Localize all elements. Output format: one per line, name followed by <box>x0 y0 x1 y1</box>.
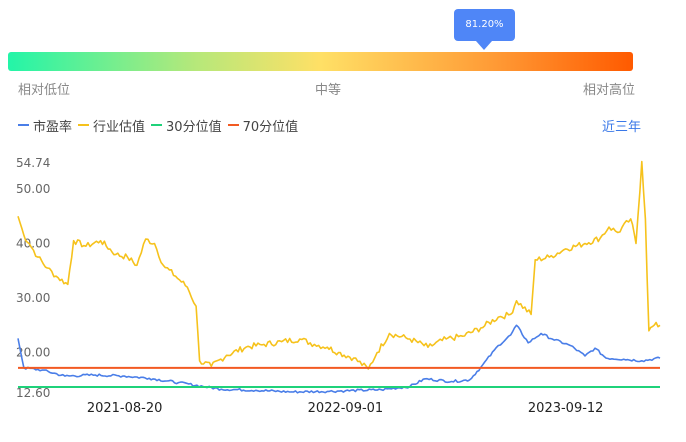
legend-label-p30: 30分位值 <box>166 119 222 135</box>
series-line-industry <box>17 160 661 370</box>
y-tick-label: 20.00 <box>16 346 50 360</box>
x-tick-label: 2021-08-20 <box>87 401 163 416</box>
legend-swatch-p70 <box>227 124 239 126</box>
y-tick-label: 54.74 <box>16 156 50 170</box>
y-tick-label: 30.00 <box>16 291 50 305</box>
legend-item-pe[interactable]: 市盈率 <box>18 116 72 135</box>
legend-item-p30[interactable]: 30分位值 <box>151 116 222 135</box>
percentile-gradient-bar <box>8 52 633 71</box>
x-tick-label: 2022-09-01 <box>308 401 384 416</box>
legend-swatch-industry <box>78 124 90 126</box>
y-tick-label: 40.00 <box>16 236 50 250</box>
legend-item-p70[interactable]: 70分位值 <box>227 116 299 135</box>
series-line-pe <box>17 324 661 394</box>
legend-label-p70: 70分位值 <box>242 119 299 135</box>
y-tick-label: 12.60 <box>16 386 50 400</box>
percentile-value: 81.20% <box>465 18 504 30</box>
x-tick-label: 2023-09-12 <box>528 401 604 416</box>
legend-label-pe: 市盈率 <box>33 119 73 135</box>
legend-label-industry: 行业估值 <box>93 119 146 135</box>
chart-legend: 市盈率 行业估值 30分位值 70分位值 <box>18 116 304 135</box>
y-tick-label: 50.00 <box>16 182 50 196</box>
range-selector-3y[interactable]: 近三年 <box>601 120 641 135</box>
legend-swatch-p30 <box>151 124 163 126</box>
scale-label-low: 相对低位 <box>18 83 71 98</box>
legend-item-industry[interactable]: 行业估值 <box>78 116 145 135</box>
pe-line-chart: 54.74 50.00 40.00 30.00 20.00 12.60 2021-08-20… <box>16 156 661 416</box>
percentile-tooltip: 81.20% <box>454 9 515 50</box>
legend-swatch-pe <box>18 124 29 126</box>
scale-label-mid: 中等 <box>315 83 342 98</box>
scale-label-high: 相对高位 <box>583 83 636 98</box>
